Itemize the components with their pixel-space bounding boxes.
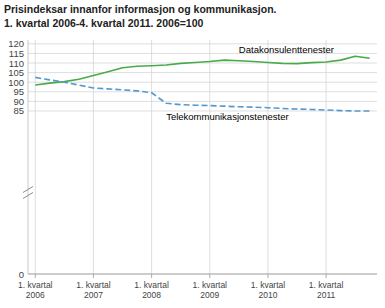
y-tick-label: 105 bbox=[8, 67, 24, 78]
x-grid-line bbox=[326, 40, 327, 274]
y-tick-label: 115 bbox=[9, 48, 24, 59]
y-axis bbox=[28, 40, 29, 274]
x-tick-label: 1. kvartal2009 bbox=[193, 280, 228, 300]
y-tick-label: 110 bbox=[9, 58, 24, 69]
y-tick-label: 0 bbox=[19, 269, 24, 280]
x-tick-label-line: 2009 bbox=[200, 290, 219, 300]
x-tick-label: 1. kvartal2007 bbox=[76, 280, 111, 300]
y-tick-label: 90 bbox=[13, 96, 24, 107]
x-tick bbox=[151, 274, 152, 278]
x-tick-label-line: 1. kvartal bbox=[193, 280, 228, 290]
x-tick-label-line: 1. kvartal bbox=[76, 280, 111, 290]
plot-area bbox=[35, 56, 369, 111]
series-label: Telekommunikasjonstenester bbox=[166, 111, 289, 122]
x-tick-label-line: 1. kvartal bbox=[309, 280, 344, 290]
y-tick-label: 95 bbox=[13, 86, 24, 97]
x-tick-label-line: 2007 bbox=[84, 290, 103, 300]
x-tick bbox=[209, 274, 210, 278]
axis-break bbox=[23, 192, 33, 198]
x-axis bbox=[28, 274, 377, 275]
y-grid-line bbox=[28, 91, 377, 92]
x-grid-line bbox=[267, 40, 268, 274]
x-tick bbox=[326, 274, 327, 278]
x-tick bbox=[93, 274, 94, 278]
y-grid-line bbox=[28, 72, 377, 73]
x-tick-label-line: 1. kvartal bbox=[134, 280, 169, 290]
x-grid-line bbox=[209, 40, 210, 274]
axis-break bbox=[23, 186, 33, 192]
series-line bbox=[35, 77, 369, 111]
y-tick-label: 100 bbox=[8, 77, 24, 88]
series-label: Datakonsulenttenester bbox=[239, 44, 334, 55]
x-grid-line bbox=[151, 40, 152, 274]
y-grid-line bbox=[28, 82, 377, 83]
y-tick-label: 85 bbox=[13, 105, 24, 116]
x-tick-label: 1. kvartal2008 bbox=[134, 280, 169, 300]
chart: Prisindeksar innanfor informasjon og kom… bbox=[0, 0, 385, 308]
x-tick bbox=[267, 274, 268, 278]
subtitle: 1. kvartal 2006-4. kvartal 2011. 2006=10… bbox=[4, 17, 204, 29]
grid bbox=[28, 40, 377, 274]
x-tick-label: 1. kvartal2011 bbox=[309, 280, 344, 300]
x-tick-label-line: 1. kvartal bbox=[18, 280, 53, 290]
title: Prisindeksar innanfor informasjon og kom… bbox=[4, 3, 277, 15]
x-tick-label-line: 2006 bbox=[26, 290, 45, 300]
x-tick-label: 1. kvartal2010 bbox=[251, 280, 286, 300]
x-tick-label-line: 2010 bbox=[258, 290, 277, 300]
y-grid-line bbox=[28, 274, 377, 275]
x-tick bbox=[35, 274, 36, 278]
x-tick-label-line: 1. kvartal bbox=[251, 280, 286, 290]
y-grid-line bbox=[28, 101, 377, 102]
x-grid-line bbox=[35, 40, 36, 274]
y-tick-label: 120 bbox=[8, 38, 24, 49]
series-line bbox=[35, 56, 369, 85]
x-tick-label-line: 2011 bbox=[317, 290, 336, 300]
x-tick-label: 1. kvartal2006 bbox=[18, 280, 53, 300]
x-tick-label-line: 2008 bbox=[142, 290, 161, 300]
